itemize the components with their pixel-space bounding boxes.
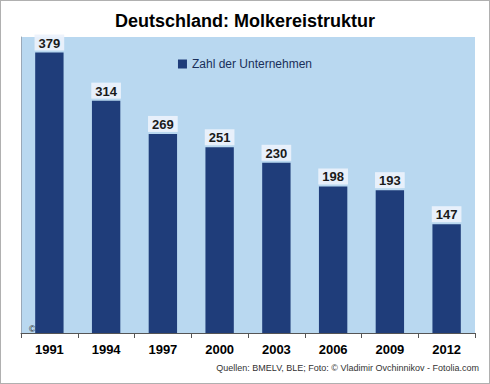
svg-text:379: 379 — [39, 36, 61, 51]
svg-text:251: 251 — [209, 130, 231, 145]
svg-text:198: 198 — [322, 169, 344, 184]
svg-text:2009: 2009 — [375, 342, 404, 357]
svg-text:230: 230 — [266, 146, 288, 161]
svg-text:Zahl der Unternehmen: Zahl der Unternehmen — [192, 57, 312, 71]
svg-text:2006: 2006 — [319, 342, 348, 357]
svg-text:1994: 1994 — [92, 342, 122, 357]
svg-text:147: 147 — [436, 207, 458, 222]
svg-text:2003: 2003 — [262, 342, 291, 357]
svg-text:193: 193 — [379, 173, 401, 188]
svg-text:2012: 2012 — [432, 342, 461, 357]
svg-text:2000: 2000 — [205, 342, 234, 357]
svg-text:314: 314 — [95, 84, 117, 99]
svg-text:1997: 1997 — [148, 342, 177, 357]
svg-text:269: 269 — [152, 117, 174, 132]
svg-text:1991: 1991 — [35, 342, 64, 357]
svg-text:Deutschland: Molkereistruktur: Deutschland: Molkereistruktur — [115, 11, 375, 31]
svg-text:Quellen: BMELV, BLE; Foto: © V: Quellen: BMELV, BLE; Foto: © Vladimir Ov… — [216, 363, 479, 373]
